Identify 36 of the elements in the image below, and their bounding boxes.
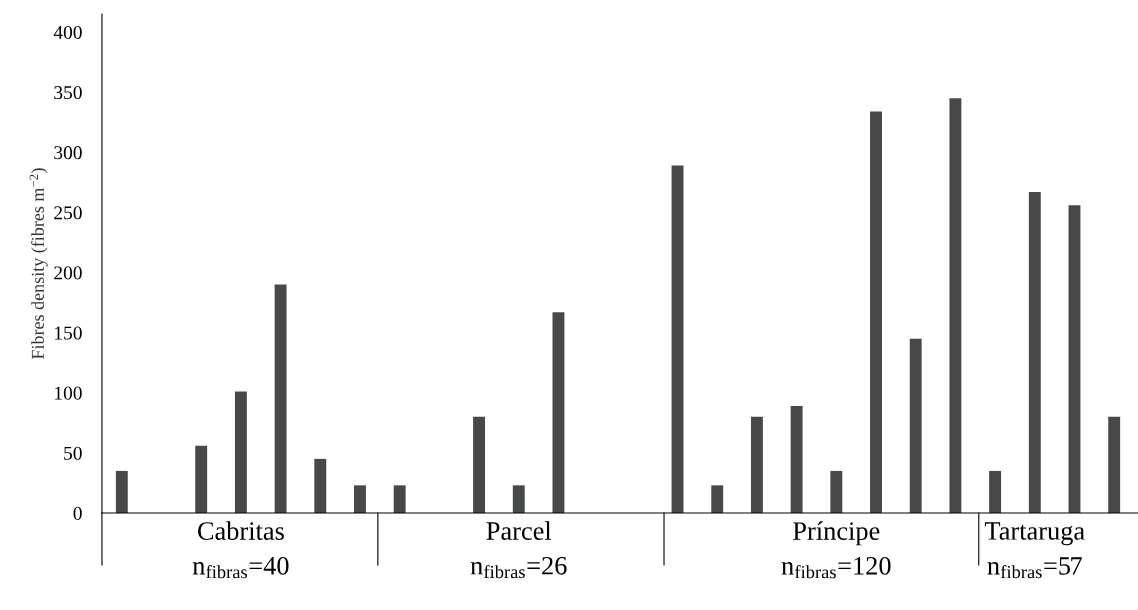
- bar: [671, 165, 684, 514]
- bar: [949, 98, 962, 514]
- bar: [830, 470, 843, 514]
- bar: [274, 284, 287, 514]
- y-axis-title: Fibres density (fibres m$^{−2}$): [29, 168, 48, 360]
- bar: [1108, 416, 1121, 514]
- bar: [314, 458, 327, 514]
- x-tick-label: Cabritas n$_{fibras}$=40: [192, 521, 289, 579]
- bar: [195, 445, 208, 514]
- y-tick-label: 200: [54, 266, 82, 280]
- bar: [750, 416, 763, 514]
- y-tick-label: 250: [54, 206, 82, 220]
- bar: [711, 485, 724, 514]
- bar: [115, 470, 128, 514]
- y-tick-label: 300: [54, 146, 82, 160]
- y-tick-label: 350: [54, 86, 82, 100]
- bar: [1028, 191, 1041, 514]
- bar: [1068, 205, 1081, 514]
- y-tick-label: 400: [53, 25, 82, 39]
- bar: [552, 312, 565, 514]
- bar: [473, 416, 486, 514]
- bar: [512, 485, 525, 514]
- y-tick-label: 100: [55, 386, 82, 400]
- y-tick-label: 150: [55, 326, 82, 340]
- bar: [870, 111, 882, 514]
- bar: [909, 338, 922, 514]
- x-tick-label: Parcel n$_{fibras}$=26: [470, 521, 567, 579]
- bar: [234, 391, 247, 514]
- bar: [393, 485, 406, 514]
- y-tick-label: 50: [64, 446, 82, 460]
- bar: [790, 406, 803, 514]
- bar: [354, 485, 366, 514]
- x-tick-label: Tartaruga n$_{fibras}$=57: [984, 522, 1085, 579]
- bar: [989, 470, 1002, 514]
- y-tick-label: 0: [73, 506, 82, 520]
- x-tick-label: Príncipe n$_{fibras}$=120: [781, 521, 891, 579]
